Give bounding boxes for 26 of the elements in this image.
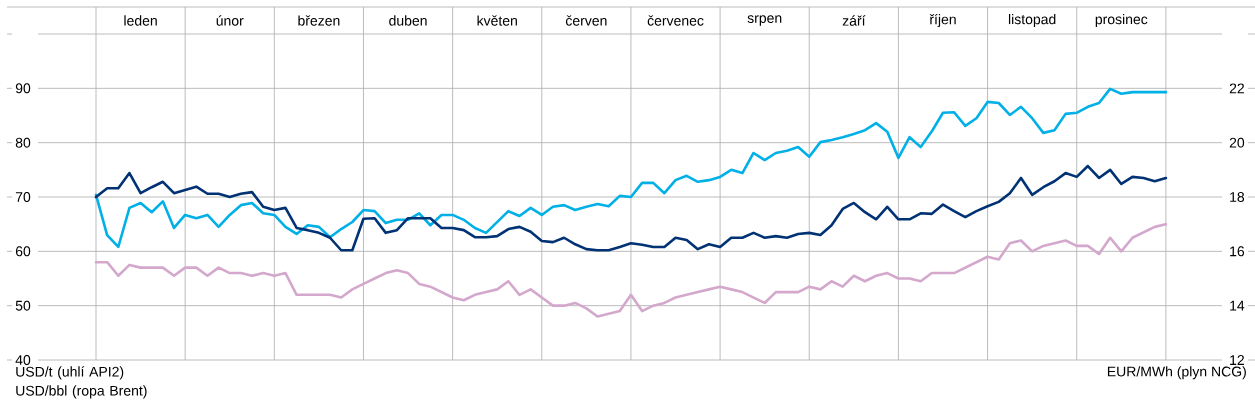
y-tick-label: 70 bbox=[15, 192, 31, 202]
y2-tick-label: 16 bbox=[1230, 246, 1245, 257]
x-tick-label: září bbox=[842, 15, 866, 26]
x-tick-label: prosinec bbox=[1095, 13, 1148, 28]
x-tick-label: květen bbox=[477, 15, 517, 26]
y2-tick-label: 14 bbox=[1230, 300, 1245, 311]
x-tick-label: červenec bbox=[647, 15, 704, 26]
y-tick-label: 90 bbox=[15, 83, 31, 94]
x-tick-label: říjen bbox=[929, 13, 956, 28]
y2-tick-label: 18 bbox=[1230, 192, 1245, 202]
x-tick-label: srpen bbox=[747, 15, 782, 26]
y-tick-label: 40 bbox=[15, 355, 31, 365]
x-tick-label: březen bbox=[298, 15, 340, 26]
x-tick-label: leden bbox=[124, 15, 157, 26]
y2-tick-label: 20 bbox=[1229, 137, 1245, 148]
y-tick-label: 50 bbox=[15, 300, 31, 311]
x-tick-label: listopad bbox=[1008, 13, 1056, 28]
y2-tick-label: 22 bbox=[1229, 83, 1244, 94]
x-tick-label: duben bbox=[389, 15, 427, 26]
y-axis-title: USD/t (uhlí API2) USD/bbl (ropa Brent) bbox=[16, 366, 147, 399]
y2-tick-label: 12 bbox=[1230, 355, 1244, 365]
y-tick-label: 80 bbox=[15, 137, 31, 148]
y2-axis-title: EUR/MWh (plyn NCG) bbox=[1107, 366, 1246, 380]
x-tick-label: červen bbox=[565, 15, 607, 26]
x-tick-label: únor bbox=[216, 15, 244, 26]
y-tick-label: 60 bbox=[15, 246, 31, 257]
